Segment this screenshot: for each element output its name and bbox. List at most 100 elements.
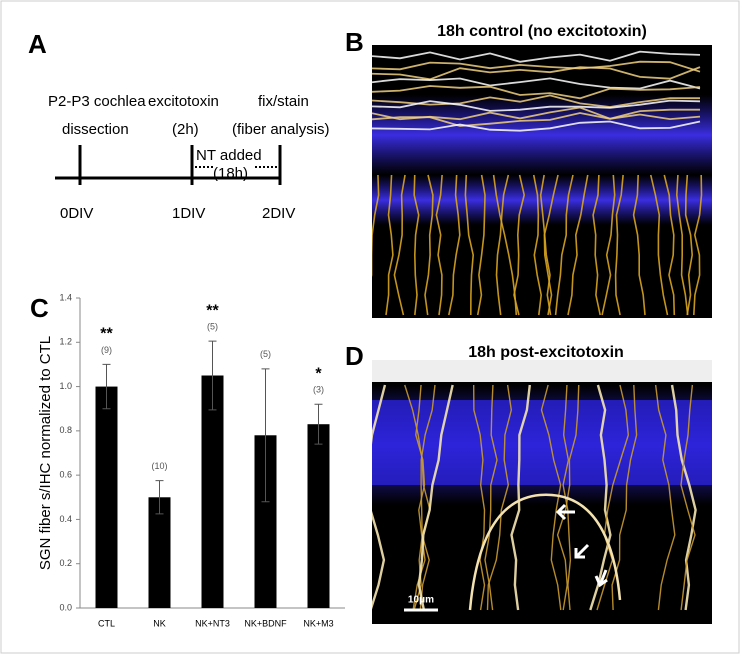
y-tick-label: 0.8: [59, 425, 72, 435]
fiber: [419, 384, 436, 611]
panel-label: C: [30, 293, 49, 323]
fiber: [543, 174, 559, 316]
error-bar: [102, 363, 111, 410]
fiber: [435, 174, 443, 316]
bar: [201, 375, 224, 608]
bar-chart: 0.0 0.2 0.4 0.6 0.8 1.0 1.2 1.4 CTL (9) ** NK (10) NK…: [59, 292, 345, 628]
fiber: [567, 174, 589, 316]
y-tick-label: 1.2: [59, 337, 72, 347]
event-label: fix/stain: [258, 93, 309, 110]
fiber: [372, 112, 701, 127]
y-tick-label: 0.6: [59, 470, 72, 480]
timeline: P2-P3 cochlea dissection excitotoxin (2h…: [48, 93, 330, 222]
duration: (18h): [213, 165, 248, 182]
fiber: [649, 174, 669, 316]
fiber: [372, 384, 387, 610]
fiber: [632, 174, 646, 316]
y-tick-label: 0.0: [59, 602, 72, 612]
n-label: (5): [207, 322, 218, 332]
fiber: [670, 384, 697, 611]
fiber: [472, 384, 486, 611]
fiber: [539, 174, 552, 316]
fiber: [540, 384, 562, 611]
panel-label: A: [28, 29, 47, 59]
fiber: [417, 384, 454, 611]
fiber: [532, 174, 543, 316]
y-axis-label: SGN fiber s/IHC normalized to CTL: [37, 336, 54, 570]
bar: [254, 435, 277, 608]
significance: **: [206, 302, 219, 319]
error-bar: [314, 403, 323, 445]
fiber: [684, 174, 694, 316]
event-label: dissection: [62, 121, 129, 138]
n-label: (3): [313, 385, 324, 395]
fiber: [484, 384, 498, 611]
y-tick-label: 0.4: [59, 514, 72, 524]
fiber: [464, 174, 475, 316]
fiber: [510, 384, 531, 611]
fiber: [372, 99, 701, 112]
fiber: [592, 174, 601, 316]
arrows: [555, 503, 608, 588]
panel-label: D: [345, 341, 364, 371]
event-label: (2h): [172, 121, 199, 138]
fiber: [393, 174, 406, 316]
micrograph: [372, 45, 712, 318]
fiber: [372, 50, 701, 63]
fiber: [476, 174, 486, 316]
fiber: [448, 174, 461, 316]
x-tick-label: CTL: [98, 618, 115, 628]
day-label: 0DIV: [60, 205, 93, 222]
micrograph: [372, 360, 712, 624]
fiber: [589, 384, 612, 611]
fiber: [601, 174, 616, 316]
panel-label: B: [345, 27, 364, 57]
error-bar: [261, 368, 270, 503]
fiber: [663, 174, 676, 316]
fiber: [680, 384, 696, 611]
fiber: [385, 174, 394, 316]
fiber: [468, 493, 622, 611]
fiber: [554, 174, 574, 316]
image-title: 18h post-excitotoxin: [468, 344, 624, 361]
fiber: [372, 94, 700, 108]
n-label: (9): [101, 345, 112, 355]
fiber: [675, 174, 689, 316]
n-label: (5): [260, 349, 271, 359]
day-label: 2DIV: [262, 205, 295, 222]
x-tick-label: NK+NT3: [195, 618, 230, 628]
significance: *: [315, 366, 322, 383]
fiber: [372, 77, 701, 90]
nt-added: NT added: [196, 147, 262, 164]
fiber: [486, 384, 513, 611]
fiber: [424, 174, 434, 316]
y-tick-label: 0.2: [59, 558, 72, 568]
fiber: [372, 174, 380, 277]
x-tick-label: NK: [153, 618, 166, 628]
bar: [95, 386, 118, 608]
image-title: 18h control (no excitotoxin): [437, 23, 647, 40]
error-bar: [155, 480, 164, 515]
scale-bar-label: 10μm: [408, 595, 434, 606]
fiber: [654, 384, 676, 611]
fiber: [495, 174, 510, 316]
fiber: [596, 384, 630, 611]
y-tick-label: 1.4: [59, 292, 72, 302]
x-tick-label: NK+M3: [303, 618, 333, 628]
day-label: 1DIV: [172, 205, 205, 222]
fiber: [513, 174, 526, 316]
fiber: [413, 174, 420, 316]
bar: [307, 424, 330, 608]
fiber: [372, 66, 701, 81]
bar: [148, 497, 171, 608]
event-label: (fiber analysis): [232, 121, 330, 138]
x-tick-label: NK+BDNF: [244, 618, 287, 628]
significance: **: [100, 326, 113, 343]
fiber: [372, 85, 701, 100]
fiber: [372, 120, 701, 132]
fiber: [372, 60, 701, 73]
n-label: (10): [151, 461, 167, 471]
y-tick-label: 1.0: [59, 381, 72, 391]
event-label: excitotoxin: [148, 93, 219, 110]
